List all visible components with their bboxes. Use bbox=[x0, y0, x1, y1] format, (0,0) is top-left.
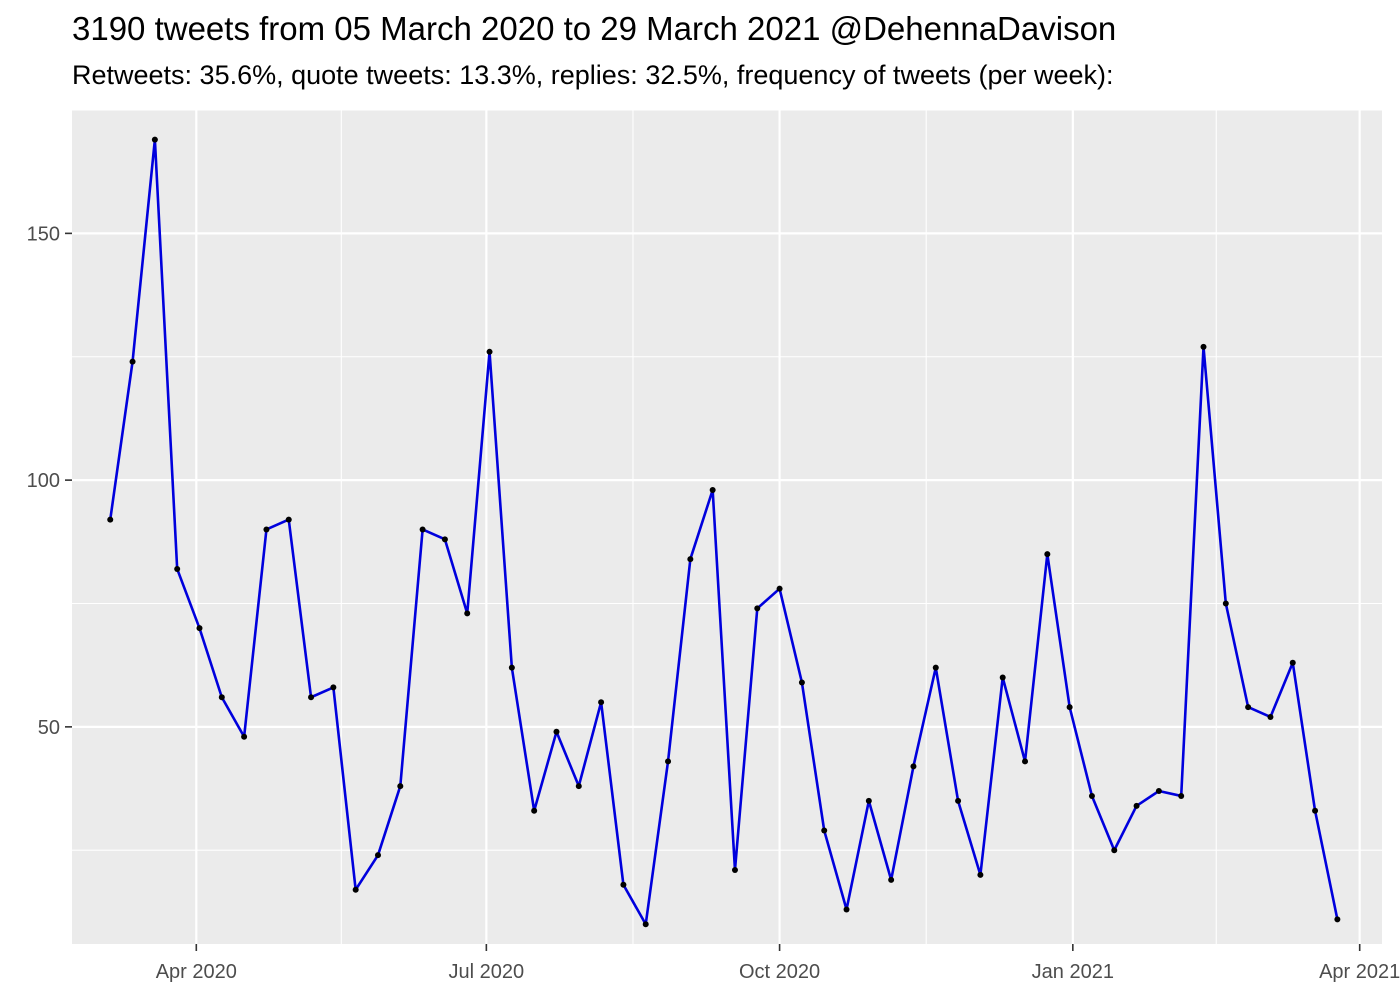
data-point bbox=[531, 807, 538, 814]
data-point bbox=[687, 556, 694, 563]
data-point bbox=[575, 783, 582, 790]
data-point bbox=[1133, 802, 1140, 809]
data-point bbox=[821, 827, 828, 834]
data-point bbox=[218, 694, 225, 701]
data-point bbox=[1245, 704, 1252, 711]
data-point bbox=[441, 536, 448, 543]
axes: 50 100 150 Apr 2020 Jul 2020 Oct 2020 Jan 2021… bbox=[27, 223, 1400, 983]
data-point bbox=[129, 358, 136, 365]
data-point bbox=[308, 694, 315, 701]
data-point bbox=[107, 516, 114, 523]
data-point bbox=[620, 881, 627, 888]
data-point bbox=[642, 921, 649, 928]
data-point bbox=[1044, 551, 1051, 558]
data-point bbox=[1312, 807, 1319, 814]
chart-title: 3190 tweets from 05 March 2020 to 29 Mar… bbox=[72, 10, 1117, 47]
plot-panel bbox=[72, 110, 1382, 944]
chart-subtitle: Retweets: 35.6%, quote tweets: 13.3%, re… bbox=[72, 60, 1114, 90]
minor-gridlines bbox=[72, 109, 1382, 944]
x-tick-label: Oct 2020 bbox=[739, 961, 820, 983]
series-layer bbox=[107, 136, 1341, 928]
data-point bbox=[955, 797, 962, 804]
data-point bbox=[419, 526, 426, 533]
major-gridlines bbox=[72, 110, 1382, 944]
data-point bbox=[977, 871, 984, 878]
data-point bbox=[1289, 659, 1296, 666]
data-point bbox=[1022, 758, 1029, 765]
data-point bbox=[709, 486, 716, 493]
data-point bbox=[1267, 713, 1274, 720]
data-point bbox=[999, 674, 1006, 681]
y-tick-label: 50 bbox=[38, 717, 60, 739]
data-point bbox=[553, 728, 560, 735]
data-point bbox=[352, 886, 359, 893]
y-tick-label: 100 bbox=[27, 470, 60, 492]
data-point bbox=[843, 906, 850, 913]
data-point bbox=[776, 585, 783, 592]
data-point bbox=[888, 876, 895, 883]
y-tick-label: 150 bbox=[27, 223, 60, 245]
x-tick-label: Apr 2021 bbox=[1319, 961, 1400, 983]
series-line bbox=[108, 138, 1339, 926]
x-tick-label: Jul 2020 bbox=[449, 961, 525, 983]
data-point bbox=[397, 783, 404, 790]
data-point bbox=[330, 684, 337, 691]
data-point bbox=[241, 733, 248, 740]
data-point bbox=[174, 565, 181, 572]
data-point bbox=[508, 664, 515, 671]
data-point bbox=[1111, 847, 1118, 854]
data-point bbox=[285, 516, 292, 523]
data-point bbox=[598, 699, 605, 706]
data-point bbox=[754, 605, 761, 612]
data-point bbox=[1178, 792, 1185, 799]
data-point bbox=[486, 348, 493, 355]
data-point bbox=[1200, 343, 1207, 350]
data-point bbox=[932, 664, 939, 671]
data-point bbox=[1155, 788, 1162, 795]
data-point bbox=[1088, 792, 1095, 799]
x-tick-label: Jan 2021 bbox=[1032, 961, 1114, 983]
data-point bbox=[1222, 600, 1229, 607]
data-point bbox=[1066, 704, 1073, 711]
data-point bbox=[910, 763, 917, 770]
data-point bbox=[196, 625, 203, 632]
data-point bbox=[263, 526, 270, 533]
data-point bbox=[665, 758, 672, 765]
data-point bbox=[374, 852, 381, 859]
data-point bbox=[1334, 916, 1341, 923]
data-point bbox=[798, 679, 805, 686]
data-point bbox=[865, 797, 872, 804]
data-point bbox=[151, 136, 158, 143]
data-point bbox=[731, 866, 738, 873]
data-point bbox=[464, 610, 471, 617]
x-tick-label: Apr 2020 bbox=[156, 961, 237, 983]
